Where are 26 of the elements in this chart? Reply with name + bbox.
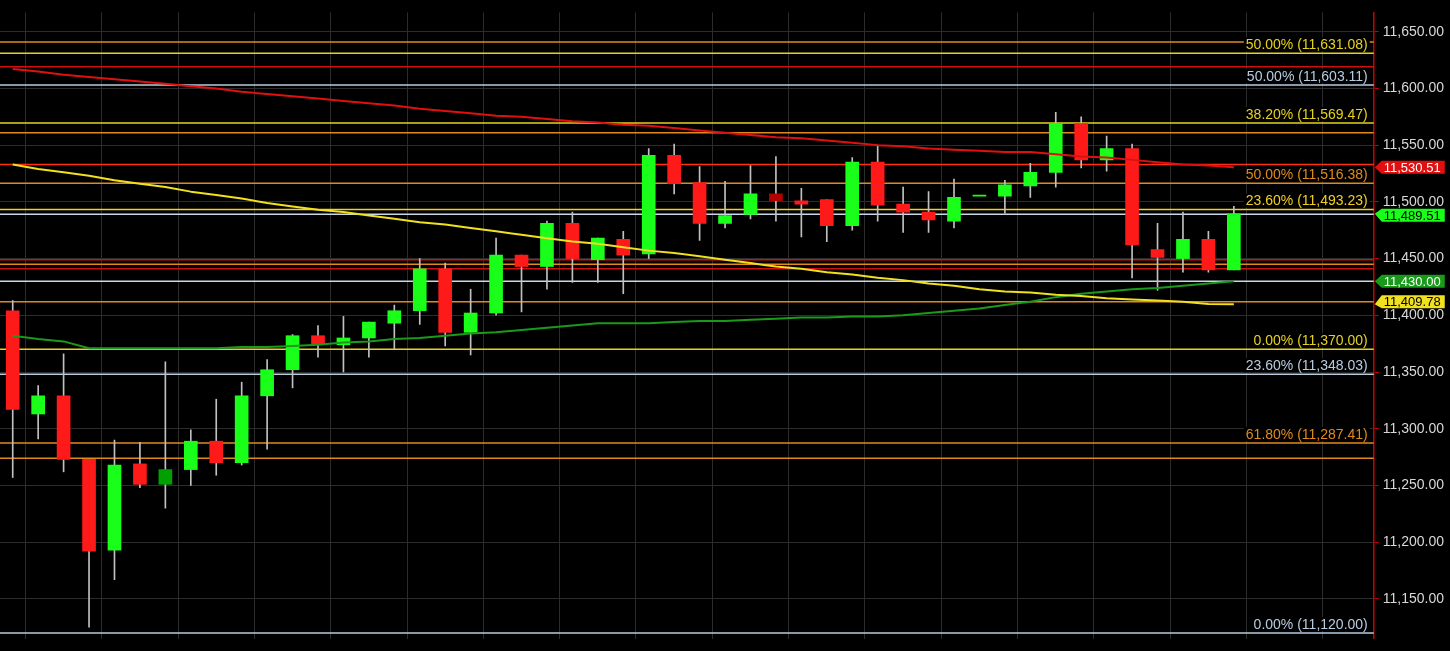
- y-tick-label: 11,200.00: [1382, 533, 1445, 550]
- text: 11,430.00: [1383, 273, 1441, 289]
- ref-line-label: 0.00% (11,120.00): [1253, 615, 1368, 632]
- ref-line-label: 50.00% (11,516.38): [1245, 166, 1368, 183]
- ref-line-label: 50.00% (11,631.08): [1245, 36, 1368, 53]
- ref-line-label: 23.60% (11,348.03): [1245, 357, 1368, 374]
- y-tick-label: 11,150.00: [1382, 589, 1445, 606]
- candlestick: [972, 194, 987, 197]
- candlestick: [896, 186, 910, 233]
- ref-line-label: 23.60% (11,493.23): [1245, 192, 1368, 209]
- y-tick-label: 11,300.00: [1382, 419, 1445, 436]
- y-tick-label: 11,450.00: [1382, 249, 1445, 266]
- ref-line-label: 61.80% (11,287.41): [1245, 425, 1368, 442]
- y-tick-label: 11,650.00: [1382, 22, 1445, 39]
- y-tick-label: 11,550.00: [1382, 135, 1445, 152]
- candlestick: [769, 156, 783, 222]
- y-tick-label: 11,500.00: [1382, 192, 1445, 209]
- ref-line-label: 50.00% (11,603.11): [1246, 67, 1368, 84]
- ref-line-label: 38.20% (11,569.47): [1245, 105, 1368, 122]
- ref-line-label: 0.00% (11,370.00): [1253, 332, 1368, 349]
- y-tick-label: 11,350.00: [1382, 362, 1445, 379]
- text: 11,489.51: [1383, 207, 1441, 223]
- text: 11,530.51: [1383, 159, 1441, 175]
- candlestick: [718, 181, 732, 229]
- y-tick-label: 11,250.00: [1382, 476, 1445, 493]
- y-tick-label: 11,600.00: [1382, 79, 1445, 96]
